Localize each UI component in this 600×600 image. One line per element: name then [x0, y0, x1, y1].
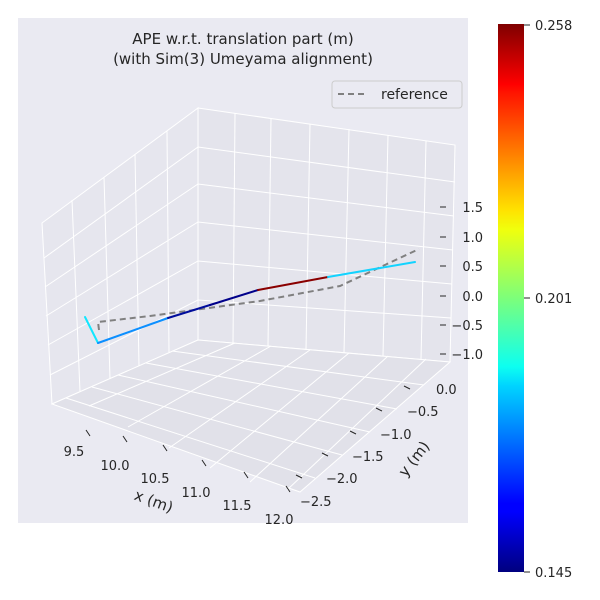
- x-tick-label: 12.0: [265, 513, 294, 528]
- trajectory-segment: [167, 304, 211, 319]
- trajectory-segment: [257, 276, 329, 291]
- z-tick-label: 1.5: [462, 201, 483, 216]
- z-tick-label: 0.0: [462, 290, 483, 305]
- trajectory-segment: [209, 289, 259, 306]
- z-tick-label: 1.0: [462, 231, 483, 246]
- chart-title-line1: APE w.r.t. translation part (m): [132, 30, 353, 48]
- colorbar: 0.258 0.201 0.145: [498, 19, 572, 581]
- trajectory-segment: [84, 316, 99, 344]
- colorbar-tick-min: 0.145: [535, 566, 572, 581]
- x-tick-label: 10.0: [101, 459, 130, 474]
- panes: [41, 107, 456, 493]
- x-tick-label: 11.5: [223, 499, 252, 514]
- y-tick-label: −1.0: [380, 428, 412, 443]
- colorbar-tick-mid: 0.201: [535, 292, 572, 307]
- z-tick-label: −1.0: [451, 348, 483, 363]
- y-tick-label: 0.0: [436, 383, 457, 398]
- colorbar-gradient: [498, 24, 524, 572]
- floor-pane: [50, 339, 452, 493]
- x-tick-label: 9.5: [64, 445, 85, 460]
- z-tick-label: 0.5: [462, 260, 483, 275]
- trajectory-segment: [97, 317, 169, 344]
- legend: reference: [331, 80, 463, 109]
- chart-title-line2: (with Sim(3) Umeyama alignment): [113, 50, 373, 68]
- z-tick-label: −0.5: [451, 319, 483, 334]
- y-tick-label: −0.5: [407, 405, 439, 420]
- y-tick-label: −1.5: [352, 450, 384, 465]
- x-tick-label: 10.5: [141, 472, 170, 487]
- x-tick-label: 11.0: [182, 486, 211, 501]
- estimate-trajectory: [84, 261, 416, 344]
- reference-trajectory: [96, 248, 420, 331]
- z-axis-label: z (m): [483, 242, 499, 278]
- z-axis: 1.5 1.0 0.5 0.0 −0.5 −1.0 z (m): [440, 201, 499, 363]
- y-tick-label: −2.5: [300, 495, 332, 510]
- y-tick-label: −2.0: [326, 472, 358, 487]
- grid-lines: [43, 112, 456, 491]
- legend-box: [331, 80, 463, 109]
- legend-reference-label: reference: [381, 87, 448, 103]
- colorbar-tick-max: 0.258: [535, 19, 572, 34]
- back-pane-xz: [197, 107, 456, 363]
- trajectory-segment: [327, 261, 416, 278]
